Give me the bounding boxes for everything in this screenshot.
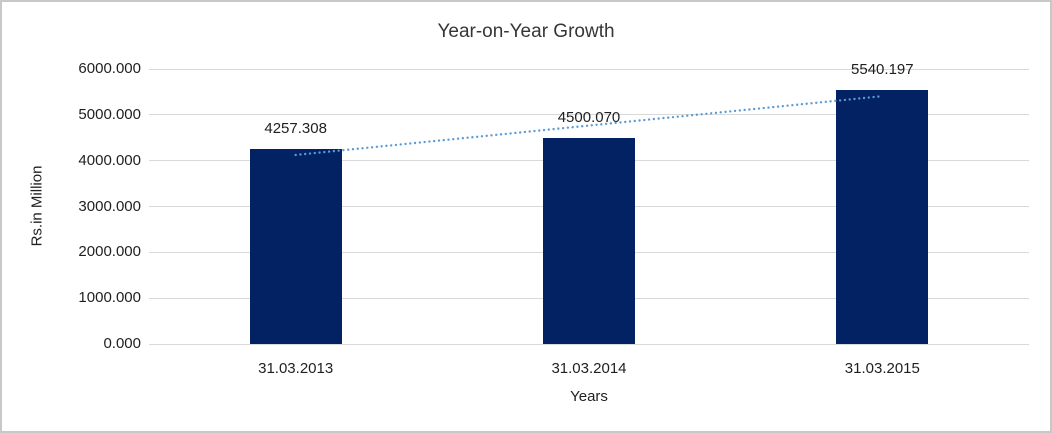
x-axis-title: Years xyxy=(570,388,608,405)
bar-31.03.2015 xyxy=(836,90,929,344)
plot-area: 4257.308 4500.070 5540.197 xyxy=(149,61,1029,345)
y-axis-tick-label: 0.000 xyxy=(103,335,141,352)
y-axis-tick-label: 5000.000 xyxy=(78,105,141,123)
y-axis-tick-label: 3000.000 xyxy=(78,197,141,215)
bar-value-label: 4500.070 xyxy=(557,108,621,126)
gridline xyxy=(149,68,1029,70)
gridline xyxy=(149,114,1029,116)
bar-value-label: 4257.308 xyxy=(264,119,327,137)
x-axis-tick-label: 31.03.2013 xyxy=(258,360,334,377)
x-axis-tick-label: 31.03.2014 xyxy=(551,360,627,377)
bar-31.03.2013 xyxy=(249,148,342,344)
chart-title: Year-on-Year Growth xyxy=(437,21,615,42)
x-axis-tick-label: 31.03.2015 xyxy=(844,360,920,377)
y-axis-tick-label: 2000.000 xyxy=(78,243,141,261)
y-axis-tick-label: 1000.000 xyxy=(78,289,141,307)
bar-value-label: 5540.197 xyxy=(851,61,914,79)
bar-31.03.2014 xyxy=(543,137,635,344)
y-axis-tick-label: 4000.000 xyxy=(78,151,141,169)
gridline xyxy=(149,343,1029,345)
y-axis-tick-label: 6000.000 xyxy=(78,60,141,77)
linear-trendline xyxy=(294,94,884,157)
